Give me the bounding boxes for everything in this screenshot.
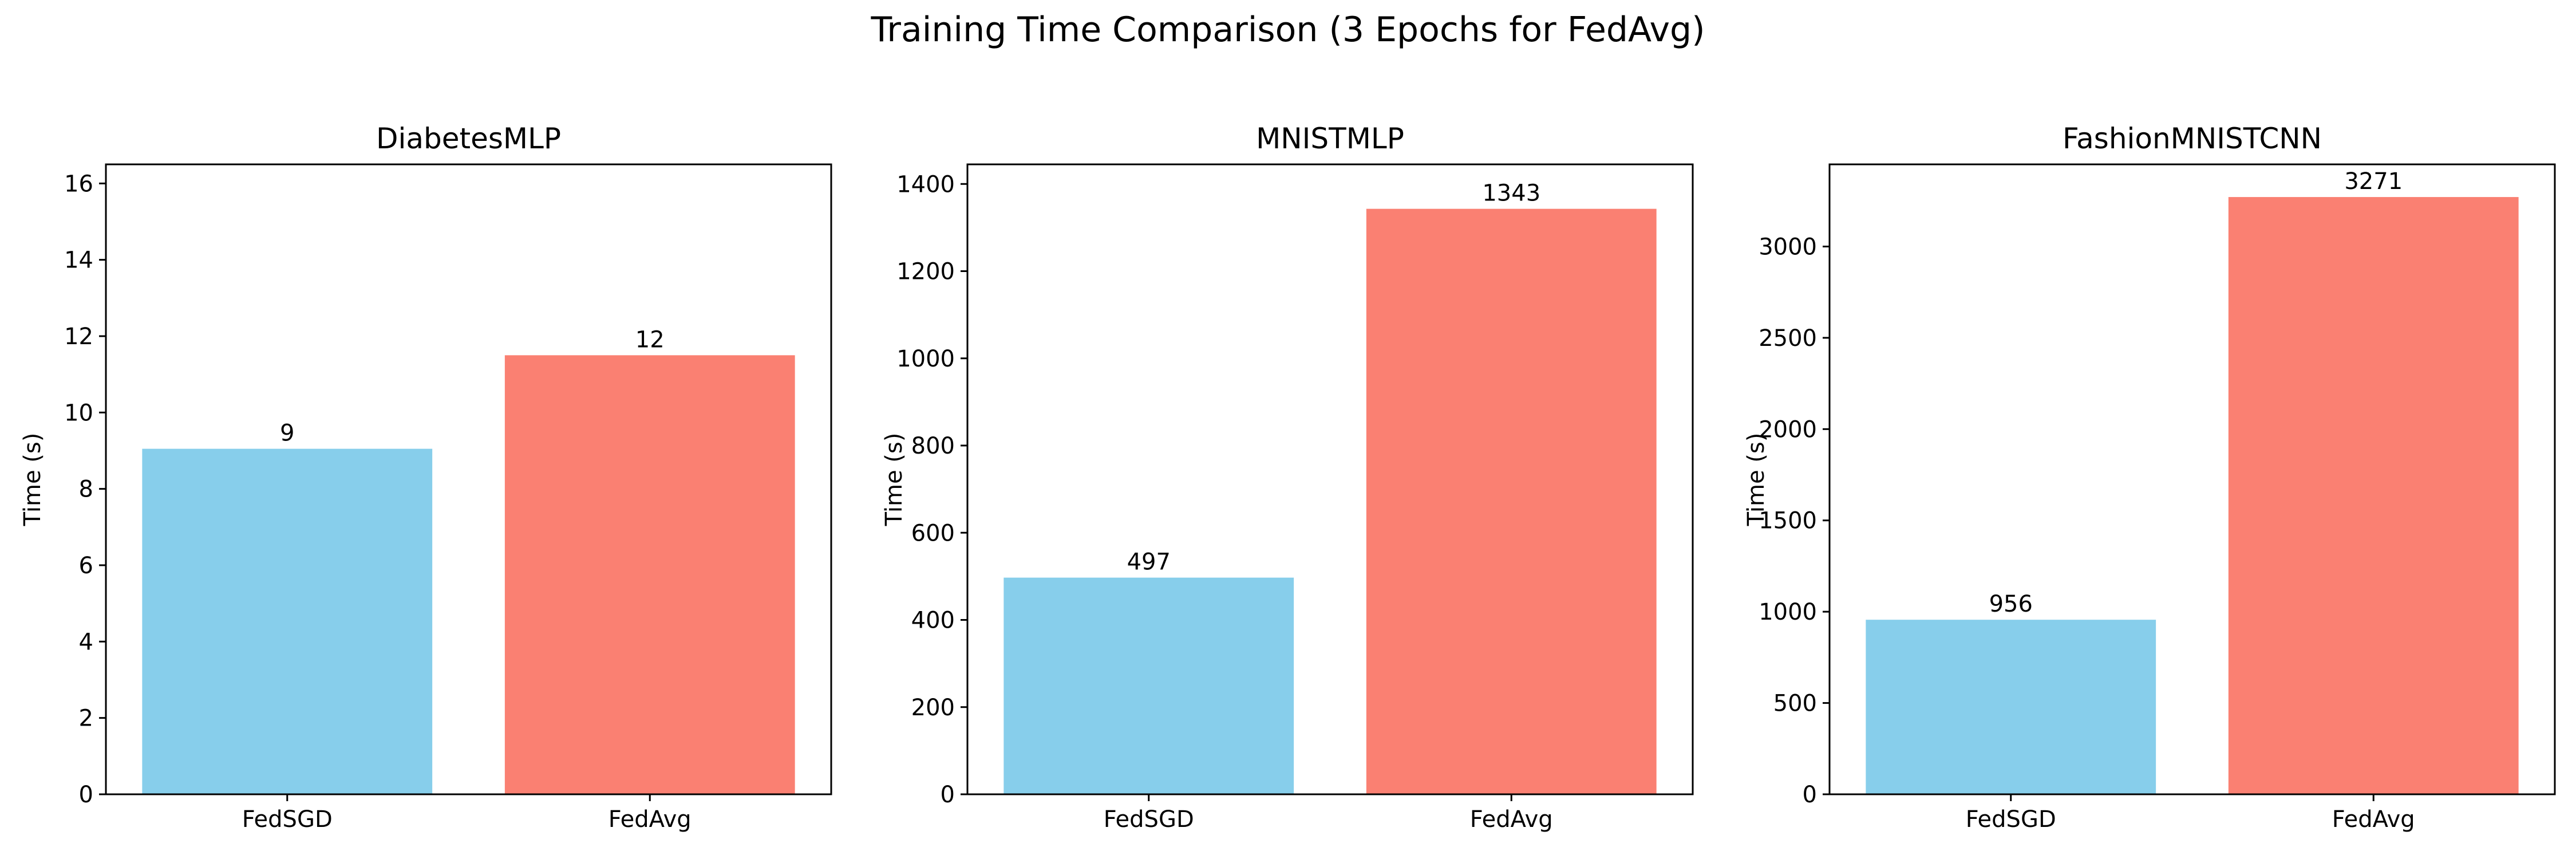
data-label: 1343 [1482, 180, 1540, 207]
data-label: 497 [1127, 549, 1171, 576]
y-tick-label: 2000 [1759, 416, 1817, 443]
y-tick-label: 12 [64, 324, 93, 350]
y-tick-label: 16 [64, 171, 93, 197]
plot-frame [1828, 163, 2556, 795]
plot-frame [966, 163, 1694, 795]
y-tick-label: 400 [911, 608, 955, 634]
data-label: 12 [635, 326, 665, 353]
subplot-2: 497 FedSGD 1343 FedAvg 0 200 400 600 800 1000 1200… [881, 122, 1694, 833]
x-tick-label: FedAvg [2332, 806, 2415, 833]
y-tick-label: 0 [79, 782, 93, 808]
y-tick-label: 800 [911, 433, 955, 459]
y-tick-label: 0 [1803, 782, 1817, 808]
y-tick-label: 1000 [1759, 599, 1817, 625]
x-tick-label: FedAvg [1470, 806, 1553, 833]
bar-fedsgd [1003, 577, 1294, 794]
y-tick-label: 0 [941, 782, 955, 808]
y-tick-label: 1500 [1759, 508, 1817, 534]
subplot-title: MNISTMLP [1256, 122, 1404, 155]
y-tick-label: 1000 [896, 346, 955, 372]
bar-fedsgd [142, 448, 433, 794]
y-tick-label: 3000 [1759, 234, 1817, 260]
subplot-1: 9 FedSGD 12 FedAvg 0 2 4 6 8 10 12 14 16 DiabetesMLP T… [19, 122, 832, 833]
x-tick-label: FedSGD [1104, 806, 1194, 833]
y-tick-label: 200 [911, 695, 955, 721]
y-tick-label: 4 [79, 629, 93, 655]
y-tick-label: 2 [79, 706, 93, 732]
y-tick-label: 600 [911, 520, 955, 546]
bar-fedavg [504, 355, 795, 794]
subplot-3: 956 FedSGD 3271 FedAvg 0 500 1000 1500 2000 2500 3… [1743, 122, 2556, 833]
y-axis-label: Time (s) [881, 433, 907, 527]
y-tick-label: 10 [64, 400, 93, 426]
x-tick-label: FedAvg [609, 806, 692, 833]
subplot-title: FashionMNISTCNN [2063, 122, 2322, 155]
data-label: 956 [1989, 591, 2033, 617]
y-tick-label: 2500 [1759, 325, 1817, 352]
bar-fedavg [2228, 197, 2519, 794]
y-axis-label: Time (s) [19, 433, 46, 527]
y-tick-label: 8 [79, 476, 93, 503]
y-tick-label: 500 [1773, 691, 1817, 717]
x-tick-label: FedSGD [242, 806, 333, 833]
y-tick-label: 6 [79, 553, 93, 579]
y-axis-label: Time (s) [1743, 433, 1769, 527]
subplot-title: DiabetesMLP [376, 122, 561, 155]
figure-title: Training Time Comparison (3 Epochs for F… [870, 10, 1705, 50]
bar-fedavg [1366, 208, 1657, 794]
y-tick-label: 1200 [896, 259, 955, 285]
x-tick-label: FedSGD [1966, 806, 2056, 833]
data-label: 3271 [2344, 168, 2403, 195]
bar-fedsgd [1866, 620, 2156, 794]
data-label: 9 [280, 420, 294, 447]
y-tick-label: 14 [64, 247, 93, 274]
plot-frame [105, 163, 832, 795]
y-tick-label: 1400 [896, 171, 955, 198]
